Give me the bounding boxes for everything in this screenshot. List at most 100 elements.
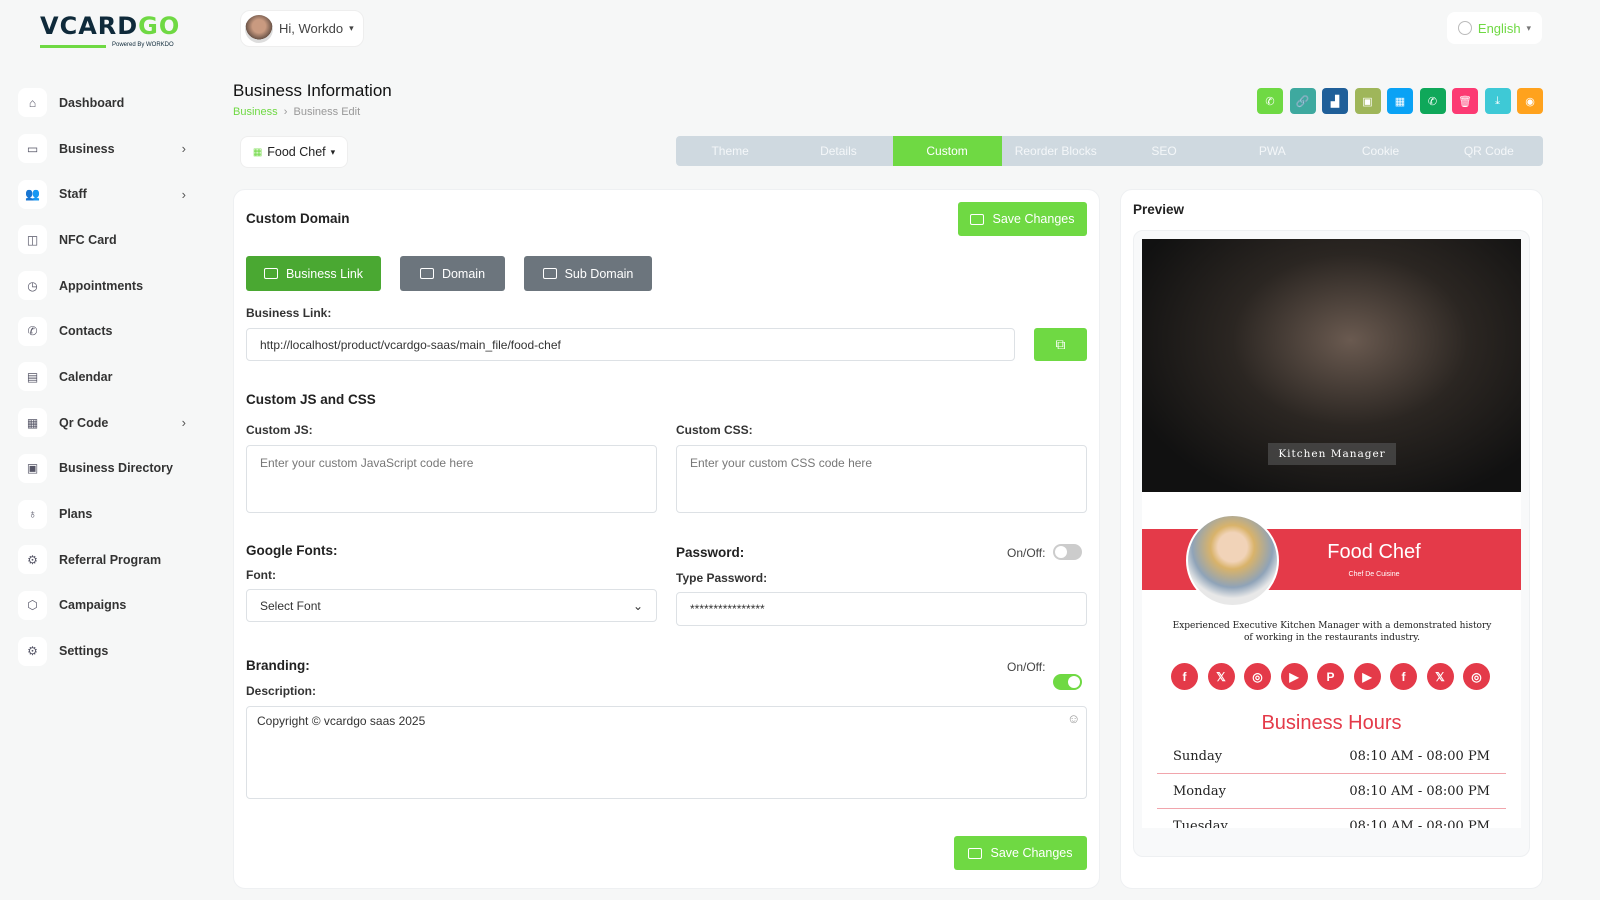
sidebar-item-label: Settings xyxy=(59,644,109,659)
tab-cookie[interactable]: Cookie xyxy=(1361,144,1400,158)
language-select[interactable]: English ▾ xyxy=(1447,12,1542,44)
tab-reorder-blocks[interactable]: Reorder Blocks xyxy=(1014,144,1097,158)
folder-icon xyxy=(542,268,557,279)
emoji-icon[interactable]: ☺ xyxy=(1067,711,1081,726)
sidebar-item-label: Plans xyxy=(59,507,93,522)
youtube-icon[interactable]: ▶ xyxy=(1280,663,1308,690)
sidebar-item-qr-code[interactable]: ▦ Qr Code › xyxy=(18,400,198,446)
hours-day: Tuesday xyxy=(1173,818,1228,829)
phone-icon: ✆ xyxy=(18,316,47,346)
social-links: f 𝕏 ◎ ▶ P ▶ f 𝕏 ◎ xyxy=(1171,663,1490,690)
sidebar-item-contacts[interactable]: ✆ Contacts xyxy=(18,308,198,354)
phone-icon: ✆ xyxy=(1427,95,1438,108)
hours-list: Sunday 08:10 AM - 08:00 PM Monday 08:10 AM … xyxy=(1157,739,1506,828)
password-toggle[interactable] xyxy=(1053,544,1082,560)
save-changes-button[interactable]: Save Changes xyxy=(958,202,1087,236)
box-icon: ⬡ xyxy=(18,590,47,620)
sidebar-item-label: Appointments xyxy=(59,278,144,293)
instagram-icon[interactable]: ◎ xyxy=(1244,663,1271,690)
sidebar-item-business[interactable]: ▭ Business › xyxy=(18,126,198,172)
logo-text: VCARD xyxy=(40,12,139,40)
delete-button[interactable]: 🗑 xyxy=(1452,88,1478,114)
vcard-role: Chef De Cuisine xyxy=(1348,571,1400,578)
sidebar-item-appointments[interactable]: ◷ Appointments xyxy=(18,263,198,309)
qrcode-button[interactable]: ▦ xyxy=(1387,88,1413,114)
business-link-button[interactable]: Business Link xyxy=(246,256,381,291)
tab-qr-code[interactable]: QR Code xyxy=(1463,144,1514,158)
x-icon[interactable]: 𝕏 xyxy=(1426,663,1454,690)
breadcrumb-current: Business Edit xyxy=(293,106,361,118)
branding-toggle[interactable] xyxy=(1053,674,1082,690)
logo-accent: GO xyxy=(138,12,181,40)
tab-details[interactable]: Details xyxy=(820,144,857,158)
x-icon[interactable]: 𝕏 xyxy=(1207,663,1235,690)
chevron-down-icon: ▾ xyxy=(330,146,336,157)
save-changes-bottom-button[interactable]: Save Changes xyxy=(954,836,1087,870)
sidebar-item-label: Dashboard xyxy=(59,95,125,110)
instagram-icon[interactable]: ◎ xyxy=(1463,663,1490,690)
font-select[interactable]: Select Font ⌄ xyxy=(246,589,657,622)
award-icon: ♁ xyxy=(18,499,47,529)
tab-pwa[interactable]: PWA xyxy=(1258,144,1286,158)
hours-time: 08:10 AM - 08:00 PM xyxy=(1349,818,1490,829)
grid-icon: ▦ xyxy=(252,146,263,158)
hours-day: Monday xyxy=(1173,783,1226,799)
password-title: Password: xyxy=(676,545,745,560)
language-label: English xyxy=(1477,20,1521,36)
tab-seo[interactable]: SEO xyxy=(1151,144,1177,158)
logo[interactable]: VCARDGO xyxy=(40,12,180,40)
phone-button[interactable]: ✆ xyxy=(1419,88,1446,114)
sidebar-item-label: Referral Program xyxy=(59,552,162,567)
description-textarea[interactable]: Copyright © vcardgo saas 2025 xyxy=(246,706,1087,799)
tab-custom[interactable]: Custom xyxy=(892,136,1002,166)
sidebar-item-referral-program[interactable]: ⚙ Referral Program xyxy=(18,537,198,583)
whatsapp-button[interactable]: ✆ xyxy=(1257,88,1283,114)
briefcase-icon: ▣ xyxy=(18,453,47,483)
sidebar-item-business-directory[interactable]: ▣ Business Directory xyxy=(18,446,198,492)
youtube-icon[interactable]: ▶ xyxy=(1353,663,1381,690)
sidebar-item-label: Staff xyxy=(59,187,87,202)
link-button[interactable]: 🔗 xyxy=(1289,88,1316,114)
custom-css-label: Custom CSS: xyxy=(676,423,753,437)
tab-theme[interactable]: Theme xyxy=(711,144,749,158)
preview-button[interactable]: ◉ xyxy=(1517,88,1543,114)
branding-onoff-label: On/Off: xyxy=(1007,660,1046,674)
whatsapp-icon: ✆ xyxy=(1265,95,1275,108)
calendar-button[interactable]: ▣ xyxy=(1354,88,1381,114)
sidebar-item-campaigns[interactable]: ⬡ Campaigns xyxy=(18,583,198,629)
folder-icon xyxy=(263,268,278,279)
google-fonts-title: Google Fonts: xyxy=(246,543,338,558)
sidebar-item-calendar[interactable]: ▤ Calendar xyxy=(18,354,198,400)
sub-domain-button[interactable]: Sub Domain xyxy=(524,256,652,291)
facebook-icon[interactable]: f xyxy=(1171,663,1198,690)
facebook-icon[interactable]: f xyxy=(1390,663,1417,690)
password-input[interactable]: **************** xyxy=(676,592,1087,626)
card-icon: ▭ xyxy=(18,134,47,164)
domain-label: Domain xyxy=(441,266,486,281)
avatar xyxy=(245,14,273,43)
sidebar-item-dashboard[interactable]: ⌂ Dashboard xyxy=(18,80,198,126)
sidebar-item-settings[interactable]: ⚙ Settings xyxy=(18,628,198,674)
copy-link-button[interactable]: ⧉ xyxy=(1034,328,1087,361)
domain-button[interactable]: Domain xyxy=(400,256,505,291)
custom-css-textarea[interactable]: Enter your custom CSS code here xyxy=(676,445,1087,513)
user-menu[interactable]: Hi, Workdo ▾ xyxy=(240,10,364,47)
branding-title: Branding: xyxy=(246,658,310,673)
qrcode-icon: ▦ xyxy=(18,408,47,438)
download-button[interactable]: ⤓ xyxy=(1484,88,1511,114)
business-select-value: Food Chef xyxy=(267,145,326,159)
sidebar-item-plans[interactable]: ♁ Plans xyxy=(18,491,198,537)
breadcrumb-business[interactable]: Business xyxy=(233,106,278,118)
sidebar-item-nfc-card[interactable]: ◫ NFC Card xyxy=(18,217,198,263)
business-select[interactable]: ▦ Food Chef ▾ xyxy=(240,136,348,168)
sidebar-item-staff[interactable]: 👥 Staff › xyxy=(18,171,198,217)
business-link-input[interactable]: http://localhost/product/vcardgo-saas/ma… xyxy=(246,328,1015,361)
analytics-button[interactable]: ▟ xyxy=(1322,88,1348,114)
type-password-label: Type Password: xyxy=(676,571,768,585)
chevron-down-icon: ▾ xyxy=(1526,22,1532,33)
chevron-right-icon: › xyxy=(181,141,186,157)
vcard-bio: Experienced Executive Kitchen Manager wi… xyxy=(1172,621,1492,643)
pinterest-icon[interactable]: P xyxy=(1317,663,1344,690)
download-icon: ⤓ xyxy=(1495,94,1500,107)
custom-js-textarea[interactable]: Enter your custom JavaScript code here xyxy=(246,445,657,513)
